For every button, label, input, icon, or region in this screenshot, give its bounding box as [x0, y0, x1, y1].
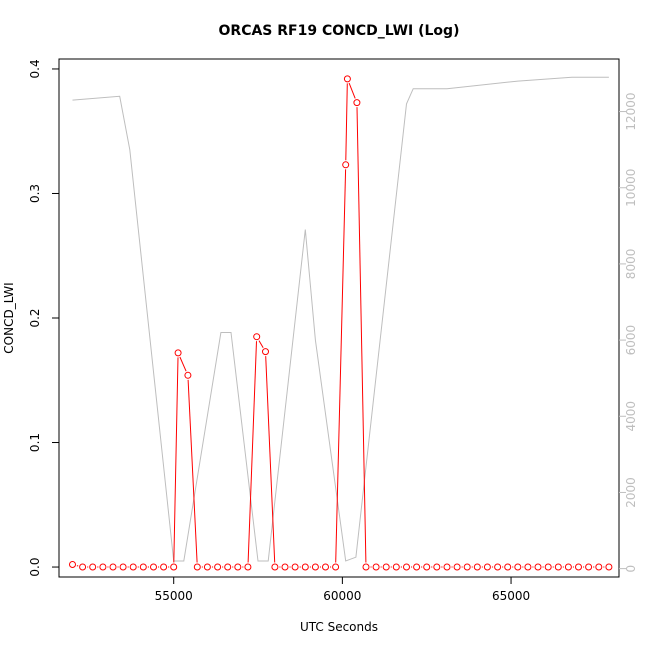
data-point	[443, 563, 451, 571]
data-point	[174, 349, 182, 357]
data-point	[262, 348, 269, 356]
chart-title: ORCAS RF19 CONCD_LWI (Log)	[219, 23, 460, 39]
primary-series-segment	[345, 83, 348, 161]
y-tick-label: 0.4	[28, 59, 42, 78]
y2-tick-label: 0	[624, 565, 638, 573]
y2-tick-label: 4000	[624, 401, 638, 432]
data-point	[129, 563, 137, 571]
data-point	[494, 563, 502, 571]
data-point	[382, 563, 390, 571]
data-point	[423, 563, 431, 571]
data-point	[89, 563, 97, 571]
y-tick-label: 0.2	[28, 308, 42, 327]
data-point	[244, 563, 252, 571]
data-point	[403, 563, 410, 571]
data-point	[544, 563, 552, 571]
data-point	[453, 563, 461, 571]
data-point	[514, 563, 522, 571]
data-point	[585, 563, 593, 571]
y-axis-label: CONCD_LWI	[2, 282, 16, 353]
data-point	[322, 563, 329, 571]
data-point	[372, 563, 380, 571]
data-point	[139, 563, 147, 571]
data-point	[534, 563, 542, 571]
data-point	[203, 563, 211, 571]
data-point	[150, 563, 157, 571]
data-point	[575, 563, 582, 571]
data-point	[504, 563, 512, 571]
data-point	[332, 563, 340, 571]
data-point	[483, 563, 491, 571]
data-point	[160, 563, 168, 571]
series-right-line	[72, 76, 609, 562]
primary-series-segment	[247, 341, 257, 563]
data-point	[433, 563, 441, 571]
y-tick-label: 0.1	[28, 433, 42, 452]
primary-series-segment	[173, 357, 179, 563]
data-point	[554, 563, 562, 571]
data-point	[353, 99, 361, 107]
primary-series-segment	[356, 107, 367, 563]
primary-series-segment	[335, 169, 347, 563]
data-point	[463, 563, 471, 571]
plot-frame	[58, 58, 620, 578]
data-point	[170, 563, 178, 571]
data-point	[224, 563, 232, 571]
data-point	[79, 563, 87, 571]
primary-series-segment	[187, 379, 198, 563]
data-point	[524, 563, 532, 571]
data-point	[473, 563, 481, 571]
data-point	[193, 563, 201, 571]
primary-series-segment	[348, 82, 356, 99]
y2-tick-label: 2000	[624, 477, 638, 508]
data-point	[271, 563, 279, 571]
data-point	[184, 371, 192, 379]
data-point	[595, 563, 603, 571]
data-point	[605, 563, 613, 571]
data-point	[281, 563, 289, 571]
data-point	[564, 563, 572, 571]
data-point	[413, 563, 421, 571]
data-point	[362, 563, 370, 571]
data-point	[343, 75, 351, 83]
primary-series-segment	[258, 340, 264, 348]
data-point	[119, 563, 127, 571]
x-axis-label: UTC Seconds	[300, 620, 378, 634]
data-point	[109, 563, 117, 571]
x-tick-label: 55000	[155, 589, 193, 603]
x-axis: 55000 60000 65000	[155, 576, 530, 603]
y-axis-left: 0.0 0.1 0.2 0.3 0.4	[28, 59, 59, 577]
primary-series-segment	[179, 356, 187, 372]
y2-tick-label: 8000	[624, 249, 638, 280]
y2-tick-label: 12000	[624, 92, 638, 130]
data-point	[301, 563, 309, 571]
data-point	[311, 563, 319, 571]
secondary-series-line	[72, 76, 609, 562]
series-left	[69, 75, 613, 571]
x-tick-label: 60000	[323, 589, 361, 603]
y-tick-label: 0.0	[28, 557, 42, 576]
data-point	[69, 561, 76, 568]
data-point	[392, 563, 400, 571]
data-point	[342, 161, 350, 169]
data-point	[99, 563, 107, 571]
y-axis-right: 0 2000 4000 6000 8000 10000 12000	[619, 92, 638, 572]
x-tick-label: 65000	[492, 589, 530, 603]
data-point	[291, 563, 299, 571]
data-point	[234, 563, 242, 571]
y2-tick-label: 6000	[624, 325, 638, 356]
data-point	[253, 333, 261, 341]
data-point	[214, 563, 222, 571]
primary-series-segment	[265, 356, 276, 563]
y-tick-label: 0.3	[28, 184, 42, 203]
y2-tick-label: 10000	[624, 169, 638, 207]
